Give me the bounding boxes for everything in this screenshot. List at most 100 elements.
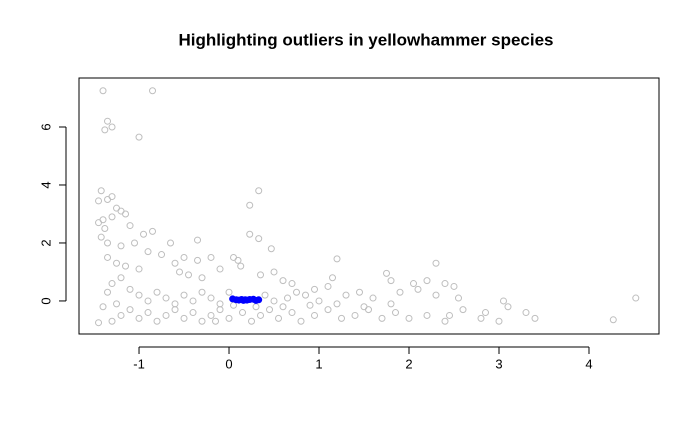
- point: [162, 294, 170, 302]
- point: [632, 294, 640, 302]
- point: [108, 193, 116, 201]
- point: [387, 300, 395, 308]
- point: [445, 311, 453, 319]
- point: [171, 300, 179, 308]
- point: [198, 274, 206, 282]
- point: [297, 317, 305, 325]
- point: [481, 309, 489, 317]
- point: [369, 294, 377, 302]
- point: [504, 303, 512, 311]
- point: [216, 265, 224, 273]
- point: [97, 233, 105, 241]
- point: [176, 268, 184, 276]
- point: [113, 259, 121, 267]
- point: [180, 253, 188, 261]
- point: [477, 314, 485, 322]
- point: [207, 311, 215, 319]
- x-tick-label: 3: [495, 356, 502, 371]
- point: [423, 311, 431, 319]
- point: [405, 314, 413, 322]
- y-tick-label: 2: [38, 239, 53, 246]
- point: [180, 314, 188, 322]
- point: [212, 317, 220, 325]
- point: [225, 314, 233, 322]
- y-tick-label: 4: [38, 181, 53, 188]
- point: [396, 288, 404, 296]
- point: [329, 274, 337, 282]
- point: [293, 288, 301, 296]
- point: [360, 303, 368, 311]
- point: [144, 248, 152, 256]
- point: [230, 253, 238, 261]
- point: [162, 311, 170, 319]
- point: [131, 239, 139, 247]
- point: [246, 230, 254, 238]
- point: [149, 227, 157, 235]
- point: [126, 306, 134, 314]
- point: [122, 262, 130, 270]
- point: [113, 300, 121, 308]
- point: [288, 309, 296, 317]
- point: [158, 251, 166, 259]
- point: [122, 210, 130, 218]
- point: [450, 282, 458, 290]
- point: [117, 311, 125, 319]
- point: [117, 274, 125, 282]
- point: [95, 319, 103, 327]
- point: [207, 294, 215, 302]
- point: [261, 291, 269, 299]
- point: [531, 314, 539, 322]
- point: [237, 262, 245, 270]
- point: [246, 201, 254, 209]
- point: [414, 285, 422, 293]
- point: [333, 255, 341, 263]
- point: [144, 309, 152, 317]
- point: [257, 271, 265, 279]
- point: [255, 235, 263, 243]
- point: [108, 317, 116, 325]
- point: [171, 259, 179, 267]
- point: [135, 265, 143, 273]
- point: [315, 297, 323, 305]
- point: [267, 245, 275, 253]
- point: [99, 87, 107, 95]
- point: [441, 280, 449, 288]
- point: [101, 224, 109, 232]
- point: [194, 256, 202, 264]
- point: [194, 236, 202, 244]
- point: [270, 268, 278, 276]
- point: [117, 242, 125, 250]
- point: [189, 297, 197, 305]
- point: [135, 133, 143, 141]
- point: [338, 314, 346, 322]
- x-tick-label: -1: [133, 356, 145, 371]
- point: [410, 280, 418, 288]
- point: [454, 294, 462, 302]
- point: [387, 277, 395, 285]
- point: [104, 117, 112, 125]
- point: [324, 306, 332, 314]
- point: [108, 213, 116, 221]
- point: [153, 317, 161, 325]
- point: [378, 314, 386, 322]
- point: [167, 239, 175, 247]
- point: [135, 291, 143, 299]
- point: [275, 314, 283, 322]
- point: [432, 291, 440, 299]
- point: [333, 300, 341, 308]
- point: [108, 123, 116, 131]
- point: [495, 317, 503, 325]
- point: [140, 230, 148, 238]
- x-tick-label: 0: [225, 356, 232, 371]
- point: [126, 222, 134, 230]
- point: [423, 277, 431, 285]
- point: [270, 297, 278, 305]
- point: [104, 253, 112, 261]
- point: [95, 197, 103, 205]
- point: [522, 309, 530, 317]
- point: [216, 300, 224, 308]
- point: [255, 187, 263, 195]
- plot-box: [78, 77, 660, 335]
- point: [185, 271, 193, 279]
